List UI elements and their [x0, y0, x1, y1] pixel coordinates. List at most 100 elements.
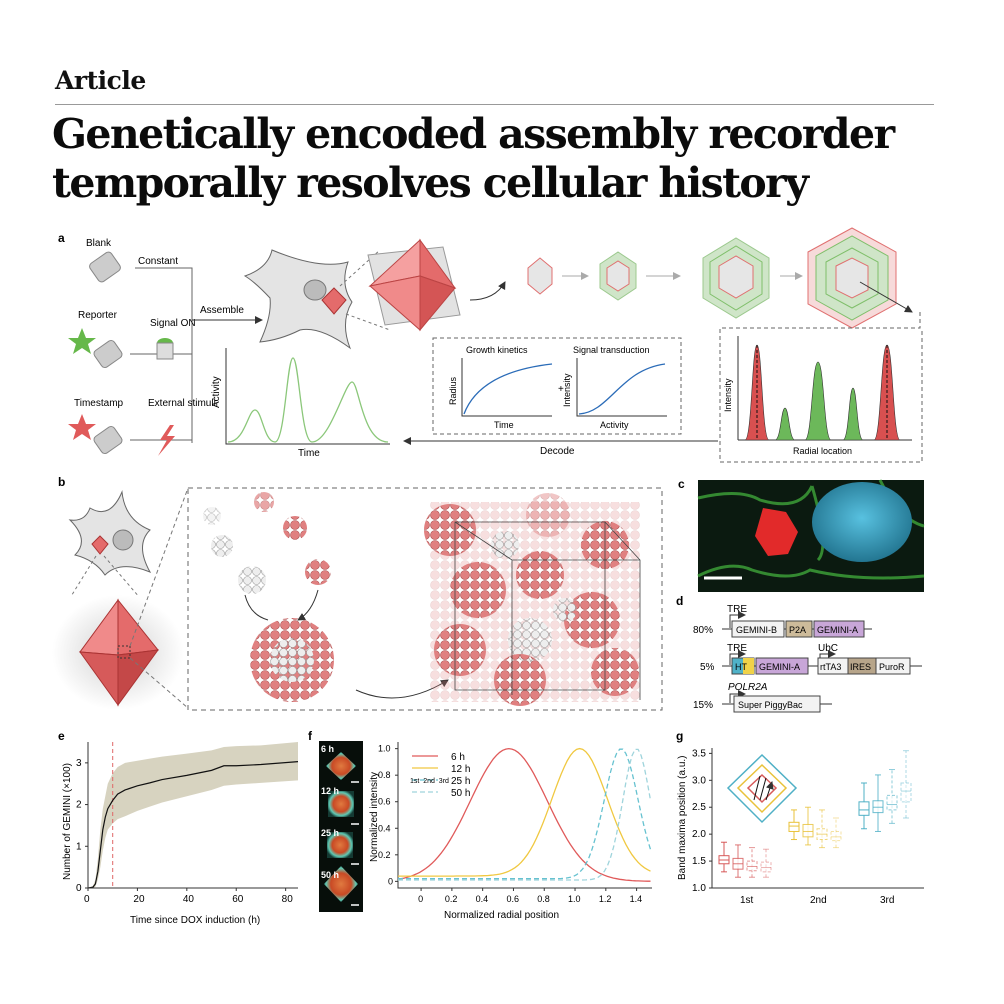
cell-nucleus-b [112, 529, 134, 551]
activity-small-label: Activity [600, 420, 629, 430]
cell-nucleus [303, 279, 327, 301]
assembled-cage [250, 618, 334, 702]
zoom-lines-b2 [129, 487, 189, 709]
f-xtick-label: 0.6 [506, 894, 519, 904]
cell-shape-b [68, 490, 152, 576]
f-series-line [398, 747, 651, 877]
f-series-line [398, 748, 652, 880]
e-mean-line [87, 761, 299, 889]
g-box [718, 855, 730, 865]
e-ylabel: Number of GEMINI (×100) [62, 763, 73, 880]
e-axes: 0 20 40 60 80 0 1 2 3 [76, 742, 298, 905]
growth-time-label: Time [494, 420, 514, 430]
lightning-icon [158, 425, 175, 456]
d-p2a-box [785, 620, 813, 638]
octahedron-bottom [419, 275, 456, 332]
d-ht-label: HT [735, 662, 747, 672]
f-axis-lines [397, 742, 652, 889]
g-ytick-label: 1.0 [692, 883, 706, 894]
signal-transduction-label: Signal transduction [573, 345, 650, 355]
f-series-line [398, 748, 652, 881]
intensity-peaks [744, 344, 901, 441]
f-ylabel: Normalized intensity [369, 772, 380, 862]
d-gemini-b-label: GEMINI-B [736, 625, 777, 635]
label-timestamp: Timestamp [74, 398, 124, 409]
f-xtick-label: 0 [418, 894, 423, 904]
g-box [802, 823, 814, 838]
e-xlabel: Time since DOX induction (h) [130, 915, 260, 926]
d-row3-pct: 15% [693, 700, 713, 711]
g-box [900, 782, 912, 803]
protein-subunits [203, 492, 331, 594]
zoom-plane [367, 246, 461, 326]
f-crystal-images [324, 752, 359, 906]
d-row2-pct: 5% [700, 662, 715, 673]
reporter-star [68, 328, 96, 354]
e-band [88, 742, 298, 888]
sample-line-arrow [859, 281, 913, 313]
f-legend-label: 50 h [451, 788, 470, 799]
transduction-curve [578, 363, 666, 415]
panel-e-letter: e [58, 729, 65, 743]
intensity-axis-label: Intensity [723, 378, 733, 412]
cell-shape [243, 249, 353, 350]
g-box [886, 794, 898, 811]
f-ytick-label: 0.4 [378, 823, 391, 833]
f-series-line [397, 747, 651, 882]
g-box [746, 860, 758, 872]
header-rule [55, 104, 934, 105]
octahedron-right [419, 238, 457, 289]
f-legend-label: 12 h [451, 764, 470, 775]
g-ytick-label: 2.5 [692, 802, 706, 813]
signal-on-cylinder [156, 342, 174, 360]
d-ht-accent [743, 658, 754, 674]
g-box [816, 828, 828, 841]
g-inset-rhombus [726, 753, 798, 824]
f-img-label-12h: 12 h [321, 786, 339, 796]
f-xtick-label: 1.2 [599, 894, 612, 904]
timestamp-star [68, 414, 96, 440]
d-ht-box [731, 657, 755, 675]
growth-kinetics-label: Growth kinetics [466, 345, 528, 355]
d-gemini-a-box [813, 620, 865, 638]
e-axis-lines [87, 742, 298, 889]
growth-axes [461, 358, 552, 417]
d-ires-label: IRES [850, 662, 871, 672]
f-xtick-label: 1.4 [630, 894, 643, 904]
activity-axes [225, 348, 390, 445]
assembly-arrows [244, 589, 319, 620]
g-xtick-label: 2nd [810, 895, 827, 906]
d-rtta3-label: rtTA3 [820, 662, 841, 672]
f-ytick-label: 0.8 [378, 770, 391, 780]
g-box [732, 857, 744, 870]
membrane-green [697, 479, 925, 580]
octahedron-glow [52, 595, 184, 710]
label-assemble: Assemble [200, 305, 244, 316]
g-ylabel: Band maxima position (a.u.) [677, 755, 688, 880]
d-rtta3-box [817, 657, 849, 675]
panel-b-dashed-box [187, 487, 663, 711]
f-img-label-50h: 50 h [321, 870, 339, 880]
reporter-block [93, 339, 123, 369]
g-ytick-label: 2.0 [692, 829, 706, 840]
title-line-2: temporally resolves cellular history [52, 159, 809, 207]
time-axis-label: Time [298, 448, 320, 459]
f-ytick-label: 0.2 [378, 850, 391, 860]
g-box [788, 821, 800, 832]
e-xtick-label: 0 [84, 894, 90, 905]
f-legend-label: 25 h [451, 776, 470, 787]
growth-stages [527, 227, 897, 329]
g-plot: 1.0 1.5 2.0 2.5 3.0 3.5 1st 2nd 3rd [692, 748, 924, 906]
f-band-labels: 1st 2nd 3rd [410, 778, 449, 785]
d-row2-promoter2: UbC [818, 643, 838, 654]
d-gemini-a-label: GEMINI-A [817, 625, 858, 635]
g-box [830, 830, 842, 842]
d-row2-promoter2-arrow [819, 650, 836, 665]
octahedron-top [368, 238, 421, 287]
g-xtick-label: 3rd [880, 895, 894, 906]
f-ytick-label: 0 [388, 876, 393, 886]
g-box [858, 801, 870, 816]
radial-location-label: Radial location [793, 446, 852, 456]
crystal-red [755, 508, 798, 556]
g-box [760, 861, 772, 873]
